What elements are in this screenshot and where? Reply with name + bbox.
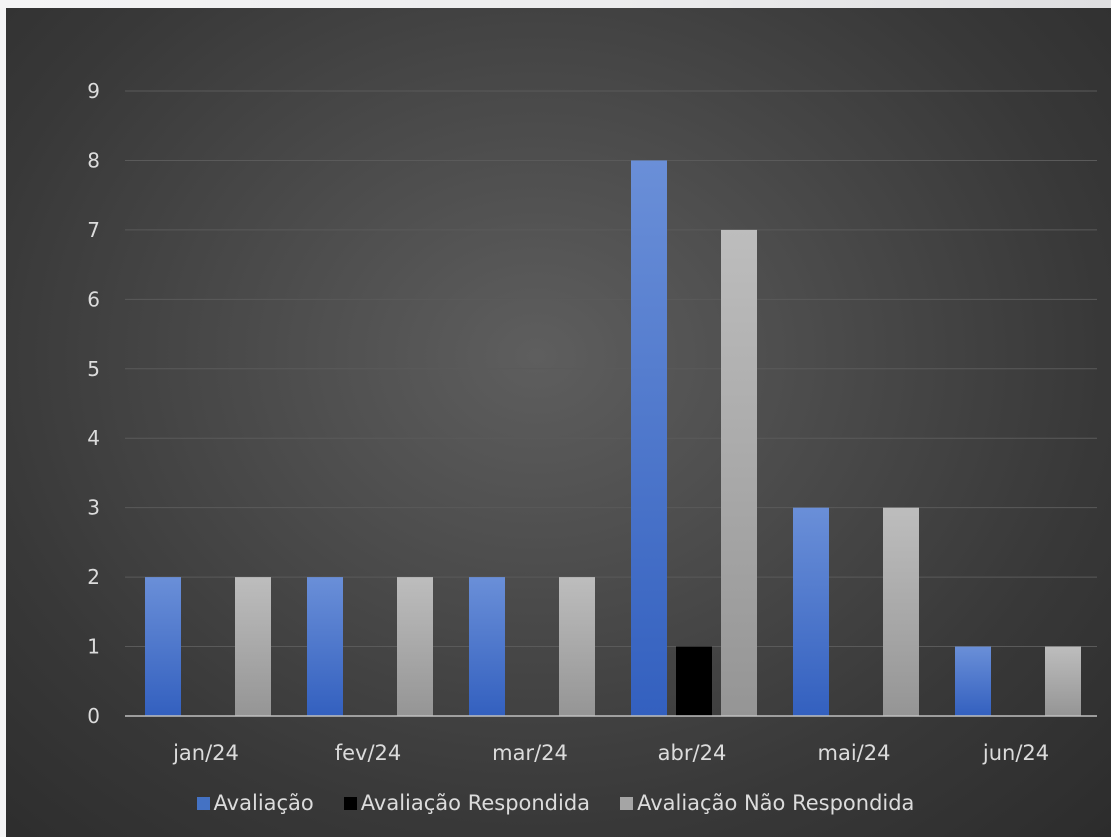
bar-jun-24-series-2[interactable] [1045,646,1081,716]
bar-mai-24-series-0[interactable] [793,507,829,716]
bar-fev-24-series-2[interactable] [397,577,433,716]
legend: Avaliação Avaliação Respondida Avaliação… [0,788,1111,818]
gridlines [125,90,1097,648]
legend-swatch-respondida [343,796,357,810]
y-tick-label-4: 4 [87,426,100,450]
x-tick-label-mai-24: mai/24 [818,741,891,765]
y-tick-label-1: 1 [87,635,100,659]
y-tick-label-8: 8 [87,148,100,172]
x-tick-label-mar-24: mar/24 [492,741,568,765]
chart-area [6,8,1111,837]
y-tick-label-2: 2 [87,565,100,589]
bar-mar-24-series-0[interactable] [469,577,505,716]
bar-jan-24-series-0[interactable] [145,577,181,716]
legend-swatch-avaliacao [196,796,210,810]
x-tick-label-jun-24: jun/24 [982,741,1049,765]
legend-swatch-nao-respondida [620,796,634,810]
axes: 0 1 2 3 4 5 6 7 8 9 jan/24 fev/24 mar/24 abr/24 mai/24… [87,79,1097,765]
bar-jan-24-series-2[interactable] [235,577,271,716]
legend-label-avaliacao: Avaliação [213,791,314,815]
y-tick-label-9: 9 [87,79,100,103]
y-tick-label-6: 6 [87,287,100,311]
bar-mar-24-series-2[interactable] [559,577,595,716]
legend-item-nao-respondida[interactable]: Avaliação Não Respondida [620,791,914,815]
bar-jun-24-series-0[interactable] [955,646,991,716]
x-tick-label-abr-24: abr/24 [658,741,727,765]
legend-label-nao-respondida: Avaliação Não Respondida [637,791,915,815]
bars [145,160,1081,716]
x-tick-label-fev-24: fev/24 [335,741,402,765]
bar-mai-24-series-2[interactable] [883,507,919,716]
legend-item-avaliacao[interactable]: Avaliação [196,791,314,815]
bar-fev-24-series-0[interactable] [307,577,343,716]
legend-item-respondida[interactable]: Avaliação Respondida [343,791,591,815]
y-tick-label-0: 0 [87,704,100,728]
bar-abr-24-series-2[interactable] [721,229,757,716]
legend-label-respondida: Avaliação Respondida [360,791,591,815]
y-tick-label-7: 7 [87,218,100,242]
y-tick-label-3: 3 [87,496,100,520]
x-tick-label-jan-24: jan/24 [172,741,239,765]
y-tick-label-5: 5 [87,357,100,381]
bar-abr-24-series-0[interactable] [631,160,667,716]
bar-abr-24-series-1[interactable] [676,646,712,716]
